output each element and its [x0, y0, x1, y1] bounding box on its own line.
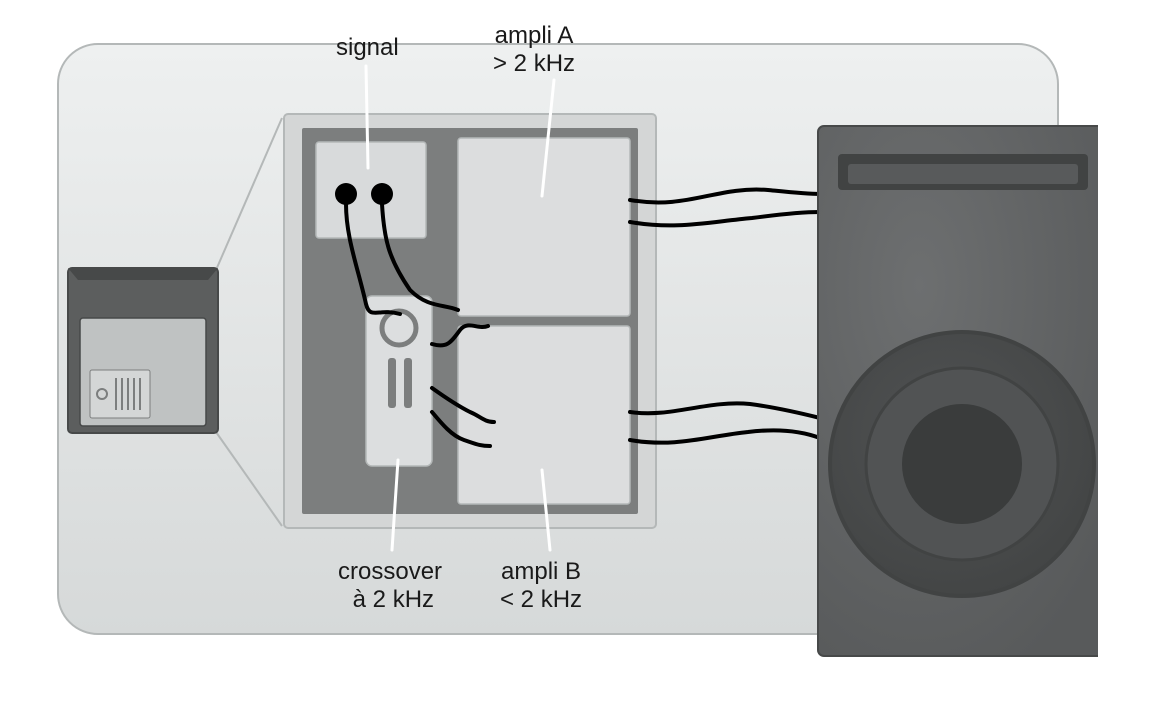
woofer-dustcap — [902, 404, 1022, 524]
crossover-slot-0 — [388, 358, 396, 408]
small-cabinet-top — [68, 268, 218, 280]
leader-line-0 — [366, 66, 368, 168]
signal-jack-1 — [371, 183, 393, 205]
label-signal: signal — [336, 34, 399, 62]
speaker-horn-inner — [848, 164, 1078, 184]
signal-jack-0 — [335, 183, 357, 205]
label-ampli-a: ampli A > 2 kHz — [493, 22, 575, 77]
crossover-slot-1 — [404, 358, 412, 408]
signal-input-box — [316, 142, 426, 238]
label-crossover: crossover à 2 kHz — [338, 558, 442, 613]
crossover-module — [366, 296, 432, 466]
label-ampli-b: ampli B < 2 kHz — [500, 558, 582, 613]
diagram-stage: signal ampli A > 2 kHz crossover à 2 kHz… — [48, 8, 1098, 658]
